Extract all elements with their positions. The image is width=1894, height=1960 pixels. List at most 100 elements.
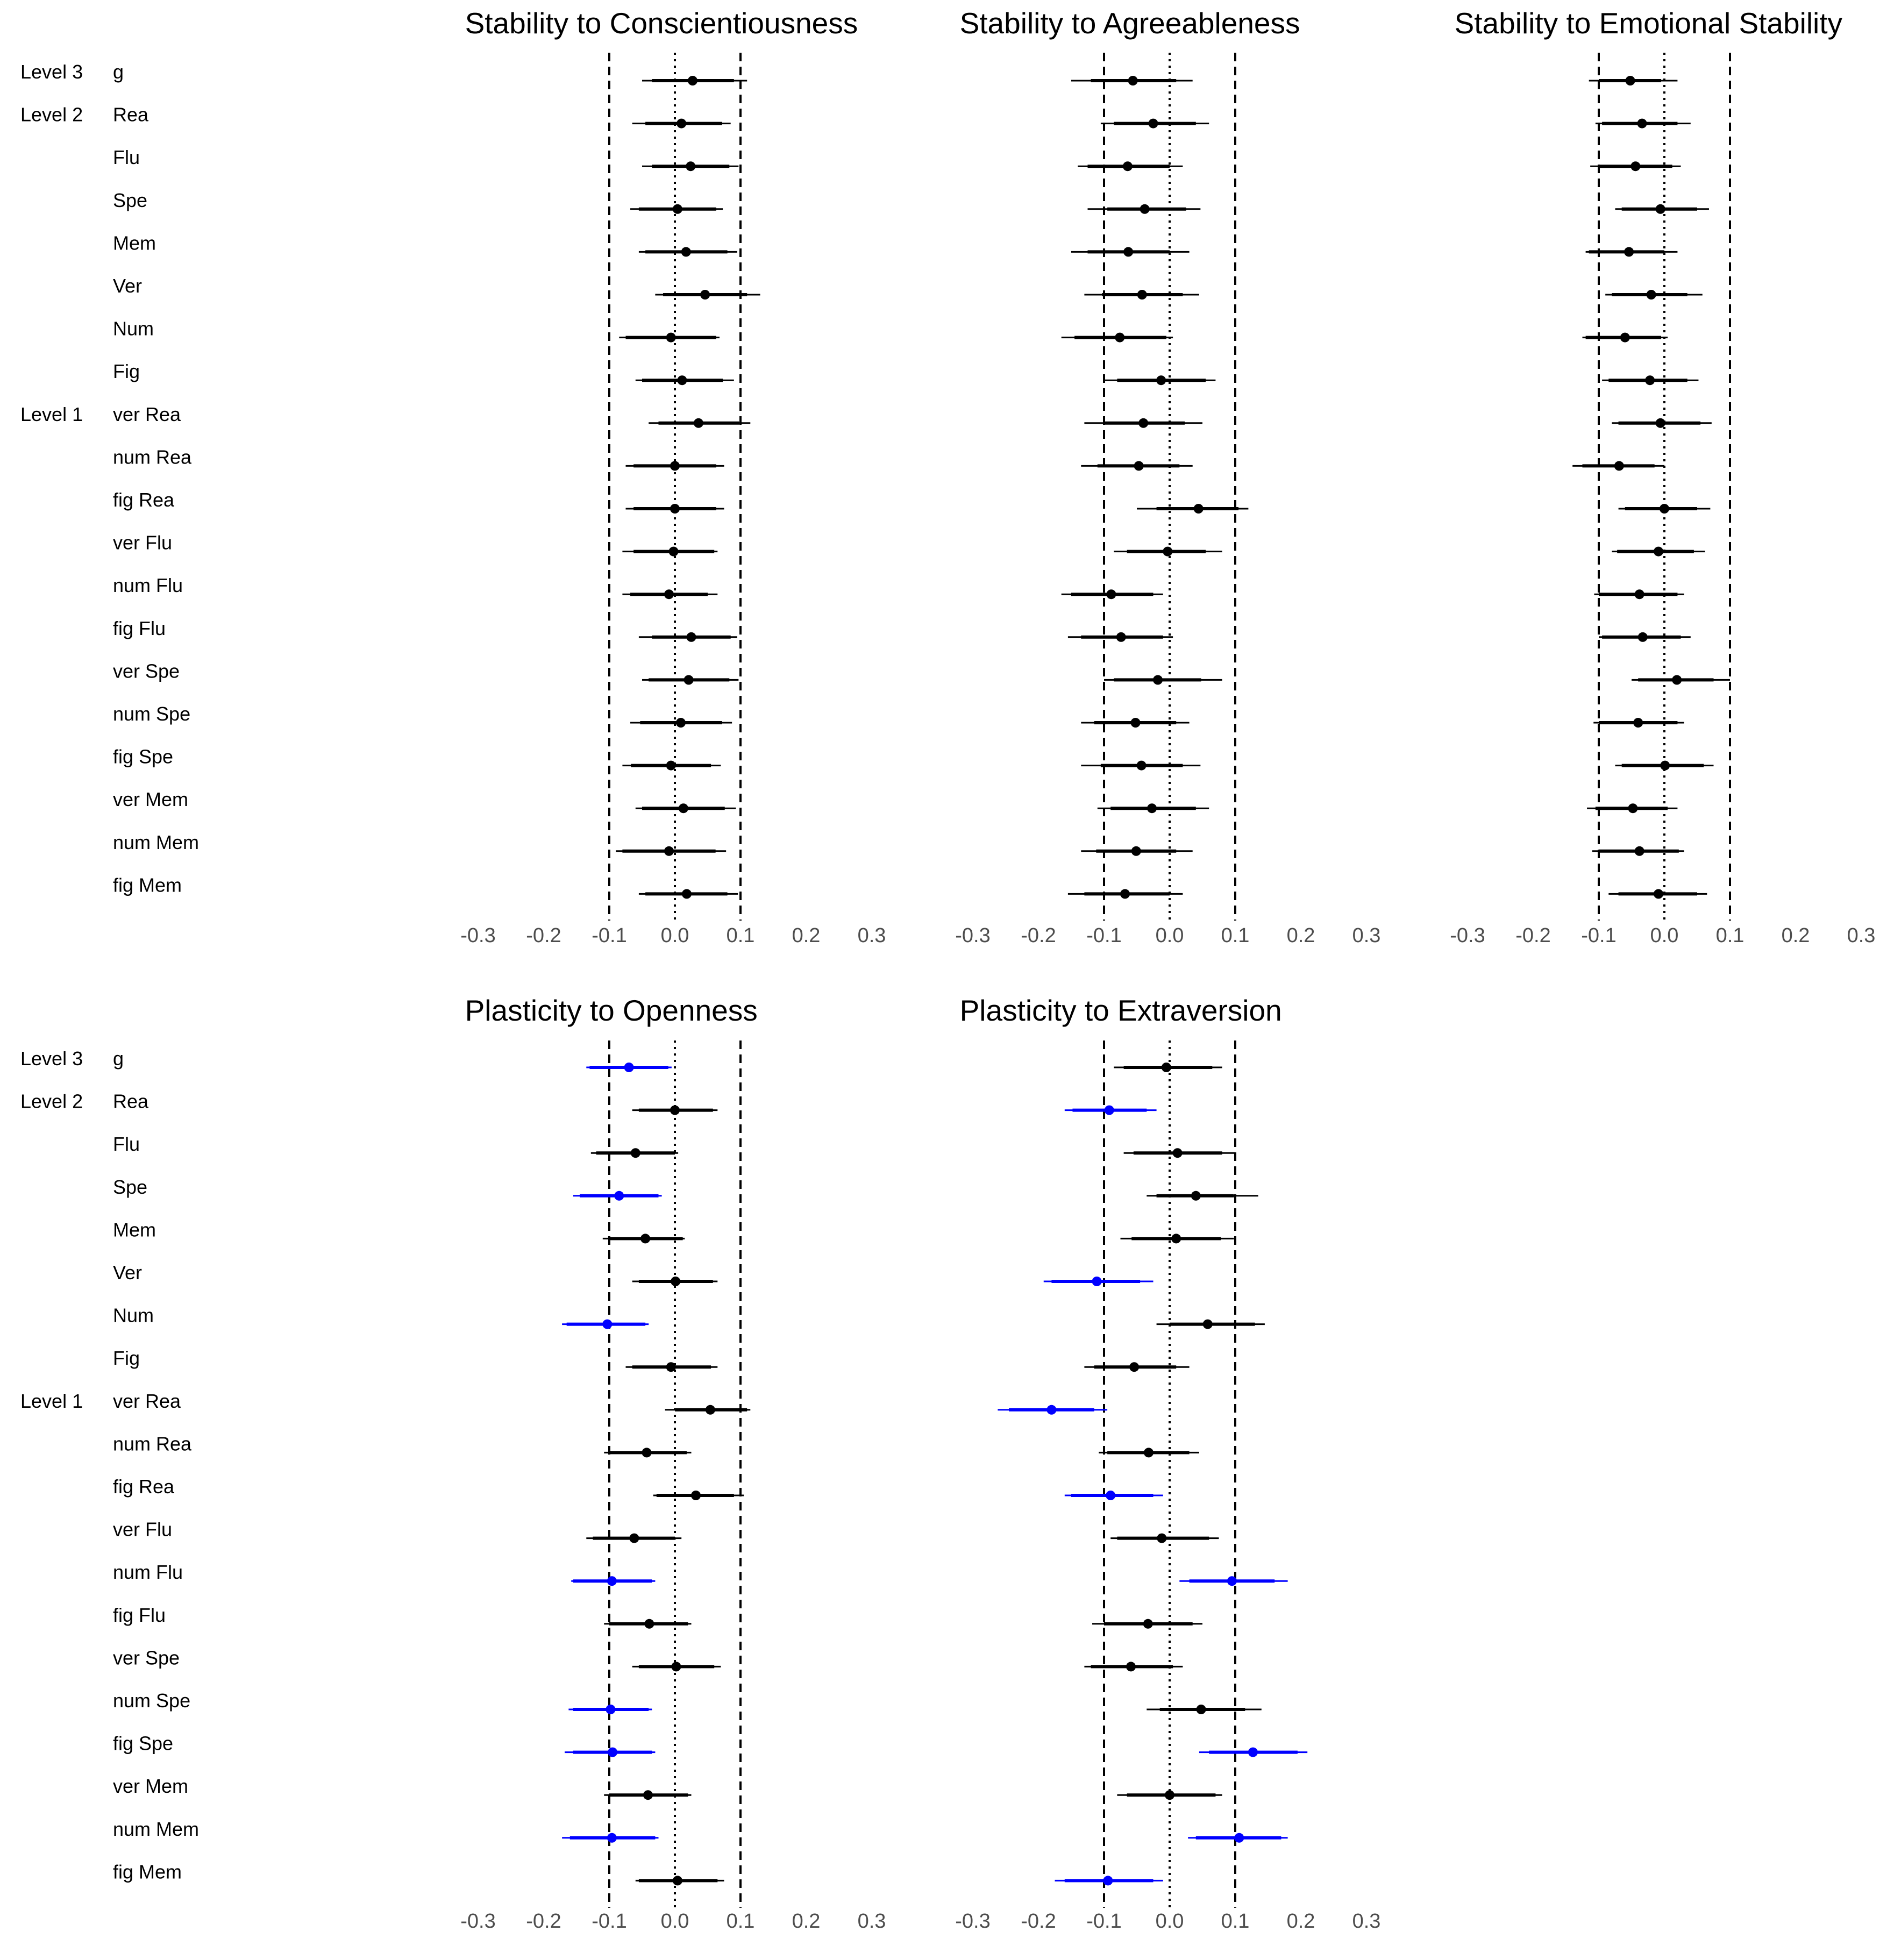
row-label: num Rea (113, 446, 192, 468)
point-estimate (678, 803, 688, 814)
x-tick-label: 0.0 (661, 1910, 689, 1933)
point-estimate (671, 1662, 681, 1672)
point-estimate (672, 204, 682, 214)
level-label: Level 3 (20, 61, 83, 83)
point-estimate (1137, 290, 1147, 300)
point-estimate (1131, 846, 1141, 856)
point-estimate (1630, 161, 1641, 172)
point-estimate (1106, 1491, 1116, 1500)
point-estimate (705, 1405, 715, 1415)
x-tick-label: -0.1 (1086, 924, 1121, 947)
point-estimate (686, 161, 696, 172)
row-label: fig Rea (113, 1476, 175, 1498)
point-estimate (672, 1876, 682, 1886)
panel-title: Plasticity to Extraversion (960, 994, 1282, 1027)
point-estimate (1165, 1790, 1174, 1800)
point-estimate (1161, 1063, 1171, 1072)
row-label: g (113, 61, 124, 83)
point-estimate (608, 1747, 618, 1757)
point-estimate (1046, 1405, 1057, 1415)
level-label: Level 3 (20, 1047, 83, 1070)
row-label: ver Flu (113, 1519, 172, 1541)
x-tick-label: -0.2 (526, 924, 561, 947)
point-estimate (1645, 375, 1655, 386)
x-tick-label: 0.0 (1156, 1910, 1184, 1933)
x-tick-label: 0.3 (1352, 1910, 1381, 1933)
row-label: num Spe (113, 1690, 190, 1712)
point-estimate (1140, 204, 1150, 214)
x-tick-label: 0.3 (858, 1910, 886, 1933)
row-label: fig Spe (113, 746, 173, 768)
x-tick-label: 0.1 (1716, 924, 1745, 947)
x-tick-label: 0.2 (1287, 924, 1315, 947)
point-estimate (1130, 718, 1141, 728)
row-label: ver Flu (113, 532, 172, 554)
panel-title: Stability to Emotional Stability (1455, 6, 1843, 40)
x-tick-label: -0.3 (460, 924, 495, 947)
point-estimate (1138, 418, 1149, 428)
row-label: fig Mem (113, 874, 182, 896)
point-estimate (606, 1705, 616, 1714)
point-estimate (1134, 461, 1144, 471)
row-label: ver Spe (113, 660, 180, 682)
x-tick-label: 0.1 (1221, 924, 1250, 947)
point-estimate (1660, 760, 1670, 771)
point-estimate (1646, 290, 1656, 300)
point-estimate (1634, 846, 1644, 856)
point-estimate (670, 504, 680, 514)
panel-4: Plasticity to Openness -0.3 -0.2 -0.1 0.0 0.1… (460, 994, 886, 1933)
point-estimate (1172, 1148, 1183, 1158)
row-labels-2: Level 3 Level 2 Level 1 g Rea Flu Spe Mem Ver Num… (20, 1047, 199, 1883)
x-tick-label: 0.0 (1650, 924, 1679, 947)
row-label: ver Mem (113, 788, 188, 810)
point-estimate (1092, 1277, 1102, 1286)
row-label: Ver (113, 275, 142, 297)
x-tick-label: 0.3 (858, 924, 886, 947)
point-estimate (644, 1619, 654, 1629)
x-tick-label: 0.2 (792, 924, 821, 947)
point-estimate (607, 1576, 617, 1586)
point-estimate (1655, 204, 1665, 214)
point-estimate (1248, 1747, 1258, 1757)
point-estimate (1193, 504, 1204, 514)
row-label: num Mem (113, 831, 199, 853)
x-tick-label: 0.2 (1287, 1910, 1315, 1933)
panel-3: Stability to Emotional Stability -0.3 -0.2… (1450, 6, 1875, 947)
row-label: Spe (113, 189, 147, 211)
row-label: fig Flu (113, 617, 166, 639)
row-label: ver Rea (113, 403, 181, 425)
x-tick-label: -0.2 (1515, 924, 1550, 947)
point-estimate (1143, 1619, 1153, 1629)
point-estimate (677, 118, 687, 129)
x-tick-label: 0.0 (1156, 924, 1184, 947)
row-label: fig Rea (113, 489, 175, 511)
panel-title: Stability to Agreeableness (960, 6, 1300, 40)
point-estimate (1637, 118, 1647, 129)
point-estimate (640, 1234, 651, 1244)
x-tick-label: -0.2 (526, 1910, 561, 1933)
x-tick-label: 0.1 (727, 1910, 755, 1933)
row-labels-1: Level 3 Level 2 Level 1 g Rea Flu Spe Mem Ver Num… (20, 61, 199, 896)
row-label: Mem (113, 1218, 156, 1241)
point-estimate (1126, 1662, 1136, 1672)
point-estimate (614, 1191, 624, 1201)
row-label: ver Spe (113, 1647, 180, 1669)
point-estimate (1620, 332, 1630, 343)
point-estimate (1202, 1319, 1213, 1329)
point-estimate (681, 247, 691, 257)
x-tick-label: -0.3 (460, 1910, 495, 1933)
x-tick-label: -0.3 (955, 1910, 990, 1933)
point-estimate (671, 1277, 681, 1286)
point-estimate (1227, 1576, 1237, 1586)
row-label: Flu (113, 1133, 140, 1155)
x-tick-label: 0.0 (661, 924, 689, 947)
point-estimate (1128, 76, 1138, 85)
point-estimate (1672, 675, 1682, 685)
point-estimate (1171, 1234, 1181, 1244)
point-estimate (1625, 76, 1635, 85)
point-estimate (693, 418, 703, 428)
row-label: Fig (113, 360, 140, 382)
point-estimate (683, 675, 694, 685)
point-estimate (1614, 461, 1624, 471)
